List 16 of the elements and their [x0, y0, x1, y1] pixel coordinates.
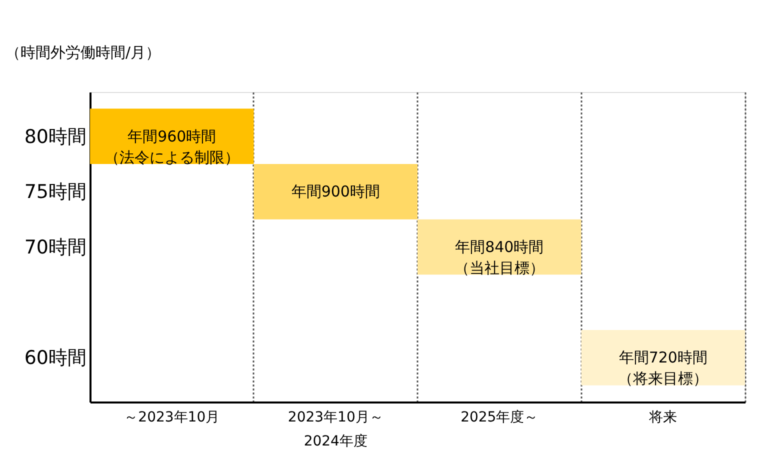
y-tick-label: 60時間: [24, 347, 86, 370]
data-label: 年間900時間: [291, 182, 380, 201]
x-tick-label: ～2023年10月: [124, 410, 220, 426]
data-label: 年間960時間（法令による制限）: [104, 127, 240, 166]
y-axis-title: （時間外労働時間/月）: [6, 44, 161, 62]
y-tick-label: 70時間: [24, 236, 86, 258]
bar: [581, 330, 745, 386]
y-tick-label: 80時間: [24, 126, 86, 148]
x-tick-label: 2025年度～: [460, 410, 538, 426]
x-tick-label: 2023年10月～2024年度: [288, 410, 384, 450]
y-tick-label: 75時間: [24, 181, 86, 204]
bar: [254, 164, 418, 220]
x-tick-label: 将来: [648, 410, 678, 426]
bar: [418, 219, 582, 275]
data-label: 年間840時間（当社目標）: [454, 238, 544, 277]
data-label: 年間720時間（将来目標）: [618, 348, 708, 388]
